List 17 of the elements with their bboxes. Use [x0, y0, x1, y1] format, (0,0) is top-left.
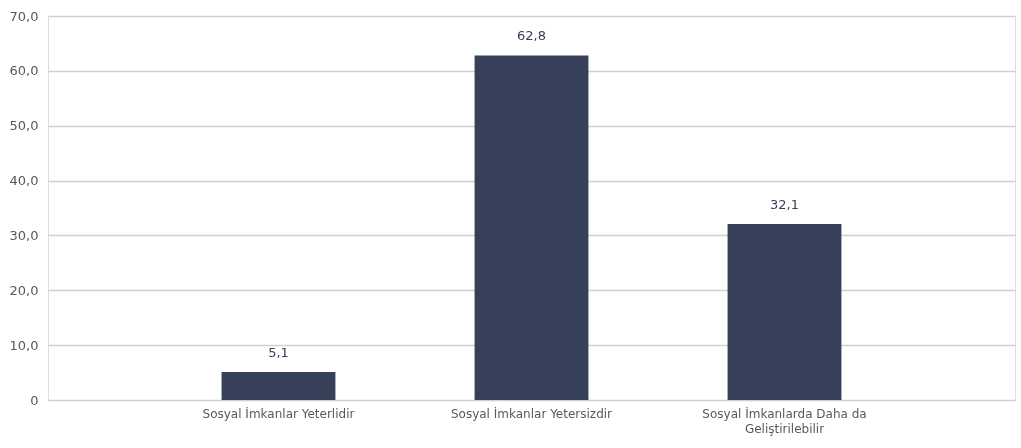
y-tick-label: 60,0 [9, 63, 39, 79]
x-tick-label: Sosyal İmkanlar Yetersizdir [450, 405, 613, 421]
y-tick-label: 20,0 [9, 282, 39, 298]
x-tick-label: Sosyal İmkanlar Yeterlidir [202, 405, 355, 421]
y-tick-label: 30,0 [9, 227, 39, 243]
bar [727, 223, 842, 400]
y-tick-label: 40,0 [9, 173, 39, 189]
y-tick-label: 10,0 [9, 337, 39, 353]
bar [474, 55, 589, 400]
data-label: 32,1 [770, 196, 799, 212]
y-tick-label: 70,0 [9, 8, 39, 24]
y-tick-label: 50,0 [9, 118, 39, 134]
y-tick-label: 0 [30, 392, 39, 408]
bar [221, 372, 336, 400]
data-label: 62,8 [517, 28, 546, 44]
data-label: 5,1 [268, 345, 289, 361]
x-tick-label: Sosyal İmkanlarda Daha da Geliştirilebilir [702, 405, 867, 436]
